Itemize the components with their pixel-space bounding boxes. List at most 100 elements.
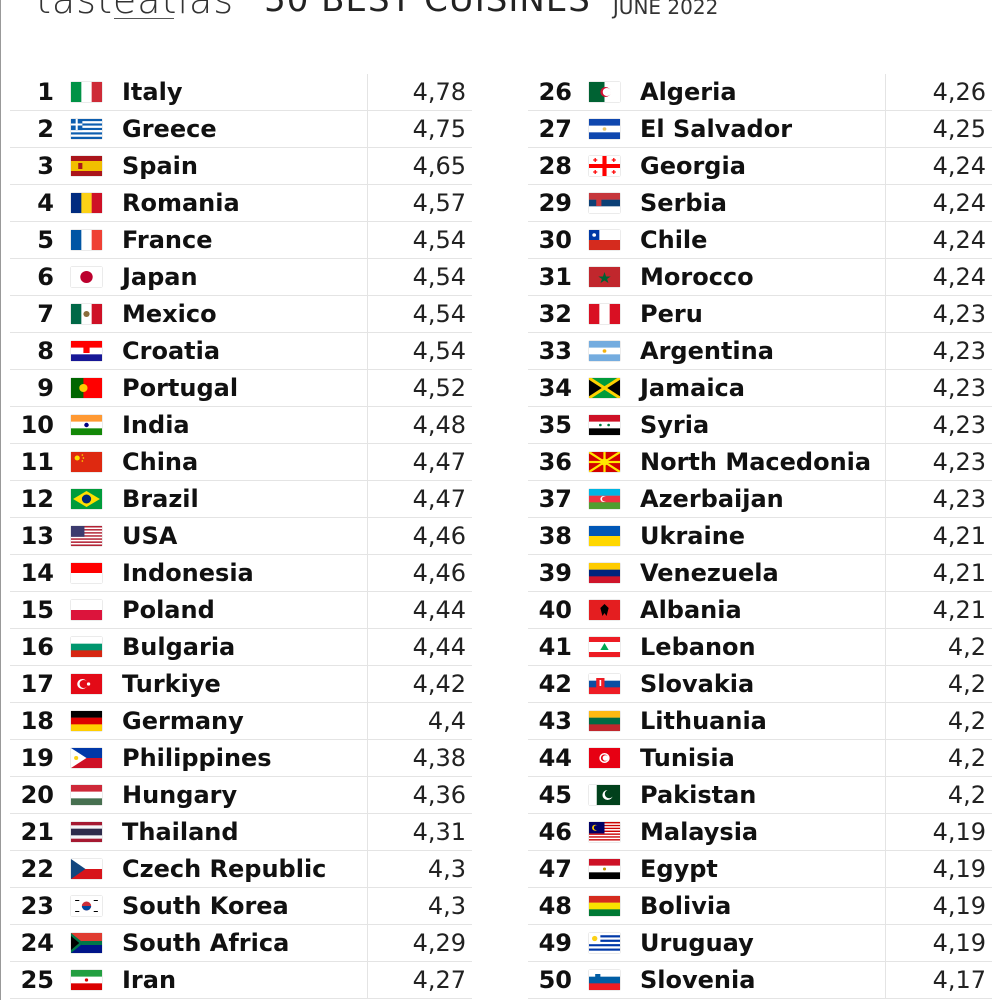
rank-number: 45 <box>538 781 572 809</box>
ranking-row: 38 Ukraine 4,21 <box>528 518 992 555</box>
score-value: 4,36 <box>367 777 472 813</box>
flag-cell <box>54 859 118 879</box>
rank-number: 23 <box>20 892 54 920</box>
country-name: Georgia <box>640 152 746 180</box>
south-korea-flag-icon <box>70 896 102 916</box>
score-value: 4,2 <box>885 777 992 813</box>
rank-number: 27 <box>538 115 572 143</box>
azerbaijan-flag-icon <box>588 489 620 509</box>
flag-cell <box>54 452 118 472</box>
flag-cell <box>54 526 118 546</box>
logo-text: tasteatlas <box>36 0 235 22</box>
rank-number: 12 <box>20 485 54 513</box>
iran-flag-icon <box>70 970 102 990</box>
country-name: North Macedonia <box>640 448 872 476</box>
frame-border <box>0 0 1 1000</box>
country-name: Morocco <box>640 263 754 291</box>
china-flag-icon <box>70 452 102 472</box>
score-value: 4,48 <box>367 407 472 443</box>
rank-number: 14 <box>20 559 54 587</box>
page-header: tasteatlas 50 BEST CUISINES JUNE 2022 <box>36 0 718 22</box>
argentina-flag-icon <box>588 341 620 361</box>
flag-cell <box>572 563 636 583</box>
score-value: 4,38 <box>367 740 472 776</box>
slovenia-flag-icon <box>588 970 620 990</box>
spain-flag-icon <box>70 156 102 176</box>
ranking-row: 3 Spain 4,65 <box>10 148 472 185</box>
score-value: 4,57 <box>367 185 472 221</box>
ranking-row: 17 Turkiye 4,42 <box>10 666 472 703</box>
flag-cell <box>54 378 118 398</box>
ranking-row: 43 Lithuania 4,2 <box>528 703 992 740</box>
rank-number: 42 <box>538 670 572 698</box>
flag-cell <box>572 896 636 916</box>
rank-number: 9 <box>37 374 54 402</box>
score-value: 4,19 <box>885 925 992 961</box>
flag-cell <box>54 193 118 213</box>
ranking-row: 6 Japan 4,54 <box>10 259 472 296</box>
rank-number: 24 <box>20 929 54 957</box>
algeria-flag-icon <box>588 82 620 102</box>
ranking-row: 37 Azerbaijan 4,23 <box>528 481 992 518</box>
country-name: Italy <box>122 78 183 106</box>
india-flag-icon <box>70 415 102 435</box>
flag-cell <box>54 748 118 768</box>
score-value: 4,75 <box>367 111 472 147</box>
rank-number: 22 <box>20 855 54 883</box>
portugal-flag-icon <box>70 378 102 398</box>
score-value: 4,78 <box>367 74 472 110</box>
page-date: JUNE 2022 <box>612 0 719 19</box>
usa-flag-icon <box>70 526 102 546</box>
rank-number: 38 <box>538 522 572 550</box>
score-value: 4,21 <box>885 555 992 591</box>
flag-cell <box>572 156 636 176</box>
country-name: India <box>122 411 190 439</box>
ranking-row: 4 Romania 4,57 <box>10 185 472 222</box>
score-value: 4,21 <box>885 592 992 628</box>
mexico-flag-icon <box>70 304 102 324</box>
flag-cell <box>54 156 118 176</box>
country-name: Serbia <box>640 189 727 217</box>
score-value: 4,23 <box>885 481 992 517</box>
score-value: 4,46 <box>367 555 472 591</box>
ranking-column-left: 1 Italy 4,78 2 Greece 4,75 3 Spain 4,65 4 Romania 4… <box>10 74 472 999</box>
flag-cell <box>54 637 118 657</box>
score-value: 4,54 <box>367 296 472 332</box>
country-name: Pakistan <box>640 781 757 809</box>
ranking-row: 9 Portugal 4,52 <box>10 370 472 407</box>
score-value: 4,29 <box>367 925 472 961</box>
philippines-flag-icon <box>70 748 102 768</box>
rank-number: 13 <box>20 522 54 550</box>
ranking-row: 31 Morocco 4,24 <box>528 259 992 296</box>
rank-number: 40 <box>538 596 572 624</box>
rank-number: 20 <box>20 781 54 809</box>
country-name: Tunisia <box>640 744 735 772</box>
country-name: Indonesia <box>122 559 254 587</box>
ranking-row: 16 Bulgaria 4,44 <box>10 629 472 666</box>
rank-number: 34 <box>538 374 572 402</box>
score-value: 4,52 <box>367 370 472 406</box>
country-name: El Salvador <box>640 115 793 143</box>
logo-underline <box>114 18 175 19</box>
rank-number: 46 <box>538 818 572 846</box>
country-name: South Africa <box>122 929 290 957</box>
flag-cell <box>54 563 118 583</box>
country-name: Slovenia <box>640 966 756 994</box>
rank-number: 26 <box>538 78 572 106</box>
rank-number: 15 <box>20 596 54 624</box>
ranking-row: 32 Peru 4,23 <box>528 296 992 333</box>
score-value: 4,23 <box>885 296 992 332</box>
ranking-row: 30 Chile 4,24 <box>528 222 992 259</box>
italy-flag-icon <box>70 82 102 102</box>
country-name: Mexico <box>122 300 217 328</box>
country-name: Syria <box>640 411 710 439</box>
flag-cell <box>54 600 118 620</box>
flag-cell <box>572 785 636 805</box>
score-value: 4,2 <box>885 740 992 776</box>
flag-cell <box>54 304 118 324</box>
ranking-row: 45 Pakistan 4,2 <box>528 777 992 814</box>
peru-flag-icon <box>588 304 620 324</box>
score-value: 4,23 <box>885 444 992 480</box>
country-name: Czech Republic <box>122 855 327 883</box>
country-name: Algeria <box>640 78 737 106</box>
